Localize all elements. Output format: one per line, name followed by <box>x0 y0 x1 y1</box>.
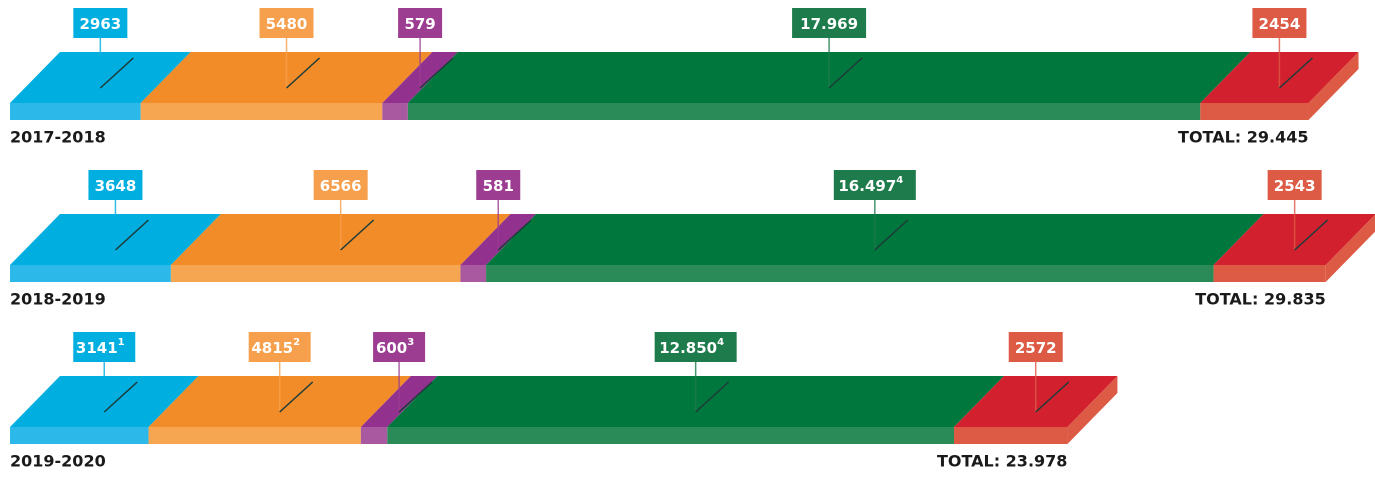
bar-segment-front <box>387 427 955 444</box>
value-label-text: 16.497 <box>838 177 896 195</box>
leader-slash <box>695 381 730 413</box>
value-label-text: 3648 <box>95 177 137 195</box>
value-label-box <box>1267 170 1322 200</box>
bar-segment-front <box>10 103 141 120</box>
value-label-text: 2963 <box>79 15 121 33</box>
category-label: 2019-2020 <box>10 452 106 471</box>
value-label: 2454 <box>1259 15 1301 33</box>
bar-segment-front <box>1213 265 1326 282</box>
bar-segment-front <box>10 427 149 444</box>
value-label-box <box>1252 8 1307 38</box>
value-label: 5480 <box>266 15 308 33</box>
value-label-box <box>73 332 136 362</box>
value-label-box <box>73 8 128 38</box>
footnote: 4 <box>717 337 724 348</box>
leader-slash <box>874 219 909 251</box>
leader-slash <box>285 57 321 89</box>
footnote: 2 <box>293 337 300 348</box>
leader-slash <box>103 381 138 413</box>
category-label: 2018-2019 <box>10 290 106 309</box>
value-label-box <box>654 332 737 362</box>
value-label-text: 579 <box>404 15 435 33</box>
total-label: TOTAL: 23.978 <box>937 452 1067 471</box>
bar-side <box>1308 52 1359 120</box>
value-label: 6003 <box>376 337 414 357</box>
bar-segment-front <box>382 103 408 120</box>
value-label: 2572 <box>1015 339 1057 357</box>
value-label-text: 600 <box>376 339 407 357</box>
bar-segment-front <box>140 103 383 120</box>
leader-slash <box>419 57 454 89</box>
leader-slash <box>497 219 532 251</box>
value-label: 16.4974 <box>838 175 903 195</box>
bar-segment-front <box>360 427 388 444</box>
bar-segment-front <box>486 265 1214 282</box>
leader-slash <box>828 57 863 89</box>
value-label: 2963 <box>79 15 121 33</box>
value-label: 48152 <box>251 337 300 357</box>
bar-segment-front <box>1200 103 1309 120</box>
value-label: 3648 <box>95 177 137 195</box>
value-label: 17.969 <box>800 15 858 33</box>
value-label-text: 17.969 <box>800 15 858 33</box>
value-label-text: 6566 <box>320 177 362 195</box>
value-label-box <box>88 170 143 200</box>
value-label-text: 2454 <box>1259 15 1301 33</box>
footnote: 3 <box>407 337 414 348</box>
value-label-text: 12.850 <box>659 339 717 357</box>
bar-segment-front <box>460 265 487 282</box>
value-label-text: 4815 <box>251 339 293 357</box>
value-label-box <box>313 170 368 200</box>
value-label-box <box>476 170 521 200</box>
leader-slash <box>114 219 149 251</box>
footnote: 4 <box>896 175 903 186</box>
bar-segment-front <box>148 427 361 444</box>
value-label-text: 2543 <box>1274 177 1316 195</box>
value-label-box <box>259 8 314 38</box>
bar-segment-front <box>10 265 171 282</box>
value-label-text: 5480 <box>266 15 308 33</box>
bar-segment-front <box>954 427 1068 444</box>
value-label: 6566 <box>320 177 362 195</box>
leader-slash <box>1278 57 1313 89</box>
category-label: 2017-2018 <box>10 128 106 147</box>
bar-side <box>1067 376 1118 444</box>
total-label: TOTAL: 29.445 <box>1178 128 1308 147</box>
value-label-text: 2572 <box>1015 339 1057 357</box>
value-label: 2543 <box>1274 177 1316 195</box>
value-label-text: 581 <box>483 177 514 195</box>
leader-slash <box>398 381 433 413</box>
value-label-text: 3141 <box>76 339 118 357</box>
value-label-box <box>792 8 867 38</box>
value-label: 579 <box>404 15 435 33</box>
value-label: 581 <box>483 177 514 195</box>
bar-segment-front <box>170 265 461 282</box>
value-label-box <box>833 170 916 200</box>
value-label: 12.8504 <box>659 337 724 357</box>
value-label-box <box>373 332 426 362</box>
value-label-box <box>248 332 311 362</box>
bar-segment-front <box>407 103 1201 120</box>
leader-slash <box>279 381 314 413</box>
total-label: TOTAL: 29.835 <box>1195 290 1325 309</box>
leader-slash <box>1035 381 1070 413</box>
leader-slash <box>1294 219 1329 251</box>
leader-slash <box>340 219 375 251</box>
value-label-box <box>398 8 443 38</box>
value-label-box <box>1008 332 1063 362</box>
leader-slash <box>99 57 134 89</box>
bar-side <box>1325 214 1375 282</box>
value-label: 31411 <box>76 337 125 357</box>
footnote: 1 <box>118 337 125 348</box>
